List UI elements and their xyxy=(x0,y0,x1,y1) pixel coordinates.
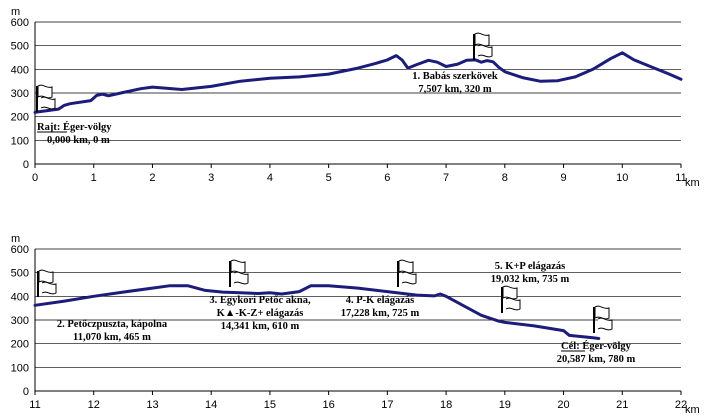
y-tick-label: 600 xyxy=(11,244,29,256)
x-tick-label: 22 xyxy=(675,399,687,411)
y-tick-label: 400 xyxy=(11,291,29,303)
x-tick-label: 4 xyxy=(267,172,273,184)
flag-cloth-lower xyxy=(401,271,417,285)
flag-cloth-lower xyxy=(40,96,56,110)
checkpoint-2-annotation-line: 2. Petőczpuszta, kápolna xyxy=(57,319,168,330)
flag-cloth xyxy=(594,305,610,320)
y-tick-label: 100 xyxy=(11,362,29,374)
y-tick-label: 600 xyxy=(11,17,29,29)
x-tick-label: 11 xyxy=(675,172,686,184)
x-axis-label: km xyxy=(685,177,700,189)
y-tick-label: 200 xyxy=(11,112,29,124)
y-tick-label: 300 xyxy=(11,88,29,100)
checkpoint-1-annotation-line: 7,507 km, 320 m xyxy=(418,84,491,95)
x-axis-label: km xyxy=(685,404,700,416)
y-tick-label: 400 xyxy=(11,64,29,76)
checkpoint-4-annotation-line: 17,228 km, 725 m xyxy=(341,308,420,319)
y-tick-label: 0 xyxy=(23,159,29,171)
flag-icon xyxy=(501,285,521,313)
x-tick-label: 10 xyxy=(616,172,628,184)
x-tick-label: 15 xyxy=(264,399,276,411)
elevation-chart-2: 0 100 200 300 400 500 600 11 12 13 14 15 16 17 18 19 20 2… xyxy=(11,233,700,416)
checkpoint-3-annotation-line: K▲-K-Z+ elágazás xyxy=(217,308,304,319)
flag-cloth xyxy=(38,269,54,284)
y-axis-label: m xyxy=(11,233,20,245)
y-tick-label: 0 xyxy=(23,386,29,398)
flag-cloth-lower xyxy=(477,44,493,58)
x-tick-label: 16 xyxy=(323,399,335,411)
elevation-chart-1: 0 100 200 300 400 500 600 0 1 2 3 4 5 6 7 8 9 10 11 m km Rajt… xyxy=(11,6,700,189)
x-tick-label: 6 xyxy=(384,172,390,184)
flag-cloth-lower xyxy=(41,281,57,295)
x-tick-label: 20 xyxy=(557,399,569,411)
checkpoint-1-annotation-line: 1. Babás szerkövek xyxy=(412,71,498,82)
flag-cloth xyxy=(230,259,246,274)
y-tick-label: 100 xyxy=(11,135,29,147)
finish-annotation-line: 20,587 km, 780 m xyxy=(557,354,636,365)
checkpoint-2-annotation-line: 11,070 km, 465 m xyxy=(73,332,151,343)
x-tick-label: 8 xyxy=(502,172,508,184)
x-tick-label: 14 xyxy=(205,399,217,411)
x-tick-label: 18 xyxy=(440,399,452,411)
flag-icon xyxy=(229,259,249,287)
flag-icon xyxy=(397,259,417,287)
x-tick-label: 11 xyxy=(29,399,40,411)
flag-cloth-lower xyxy=(505,297,521,311)
x-tick-label: 9 xyxy=(560,172,566,184)
start-annotation-line: Rajt: Éger-völgy xyxy=(37,121,112,133)
flag-cloth-lower xyxy=(597,317,613,331)
x-tick-label: 13 xyxy=(146,399,158,411)
checkpoint-3-annotation-line: 3. Egykori Petőc akna, xyxy=(209,295,311,306)
elevation-series-line xyxy=(33,284,601,340)
x-tick-label: 17 xyxy=(381,399,393,411)
checkpoint-3-annotation-line: 14,341 km, 610 m xyxy=(221,321,300,332)
elevation-series-line xyxy=(33,51,683,114)
x-tick-label: 0 xyxy=(32,172,38,184)
flag-icon xyxy=(593,305,613,333)
y-tick-label: 500 xyxy=(11,268,29,280)
flag-icon xyxy=(36,84,56,112)
flag-cloth xyxy=(502,285,518,300)
flag-cloth xyxy=(398,259,414,274)
flag-icon xyxy=(473,32,493,60)
checkpoint-4-annotation-line: 4. P-K elágazás xyxy=(346,295,415,306)
x-tick-label: 21 xyxy=(616,399,628,411)
x-tick-label: 12 xyxy=(88,399,100,411)
x-tick-label: 3 xyxy=(208,172,214,184)
x-tick-label: 5 xyxy=(326,172,332,184)
x-tick-label: 19 xyxy=(499,399,511,411)
x-tick-label: 7 xyxy=(443,172,449,184)
flag-cloth-lower xyxy=(233,271,249,285)
y-tick-label: 200 xyxy=(11,339,29,351)
flag-icon xyxy=(37,269,57,297)
checkpoint-5-annotation-line: 19,032 km, 735 m xyxy=(491,274,570,285)
flag-cloth xyxy=(474,32,490,47)
x-tick-label: 2 xyxy=(149,172,155,184)
y-tick-label: 300 xyxy=(11,315,29,327)
finish-annotation-line: Cél: Éger-völgy xyxy=(561,340,632,352)
checkpoint-5-annotation-line: 5. K+P elágazás xyxy=(495,261,565,272)
y-axis-label: m xyxy=(11,6,20,18)
start-annotation-line: 0,000 km, 0 m xyxy=(47,135,110,146)
flag-cloth xyxy=(37,84,53,99)
x-tick-label: 1 xyxy=(91,172,97,184)
y-tick-label: 500 xyxy=(11,41,29,53)
